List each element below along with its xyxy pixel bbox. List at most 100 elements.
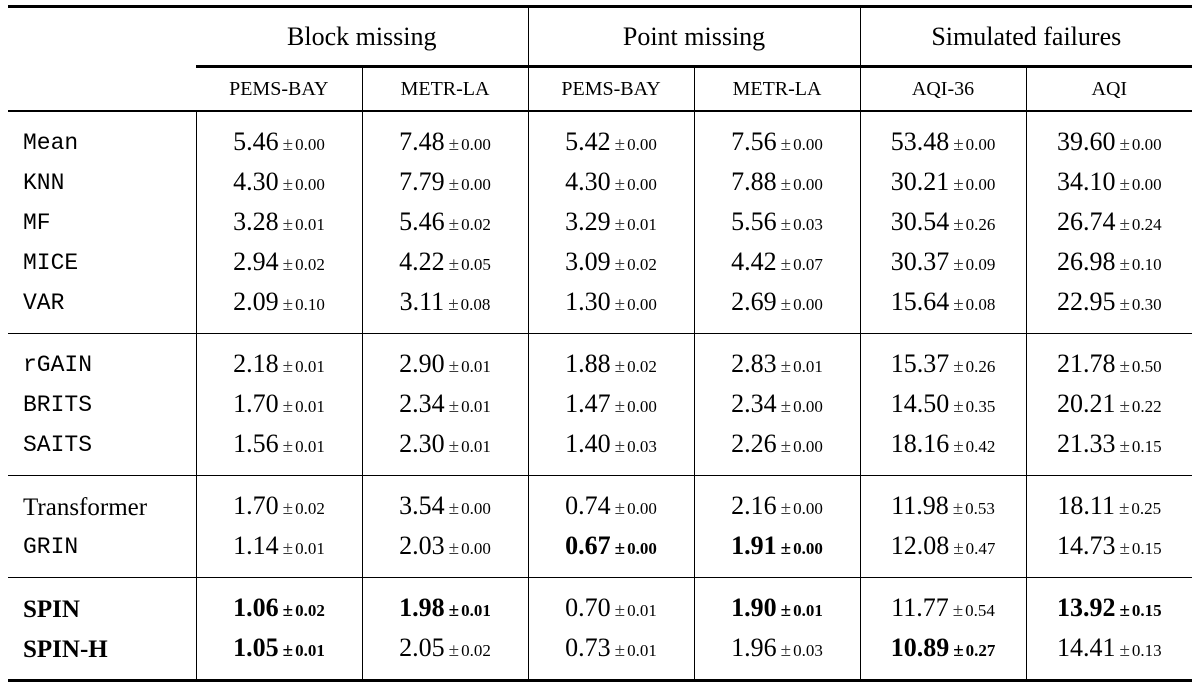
metric-cell: 11.98±0.53 [860,487,1026,527]
method-label: VAR [8,283,196,323]
rule-cell [1026,334,1192,346]
metric-std: 0.00 [627,539,657,558]
method-label: Transformer [8,487,196,527]
metric-cell: 7.56±0.00 [694,123,860,163]
metric-cell: 2.69±0.00 [694,283,860,323]
plus-minus-icon: ± [445,134,461,155]
metric-mean: 0.73 [565,633,611,662]
spacer-cell [860,669,1026,681]
plus-minus-icon: ± [1115,538,1131,559]
metric-mean: 7.88 [731,167,777,196]
spacer-cell [196,465,362,476]
block-rule-0 [8,111,1192,123]
block-spacer [8,465,1192,476]
rule-cell [8,578,196,590]
metric-mean: 12.08 [891,531,950,560]
plus-minus-icon: ± [445,254,461,275]
metric-cell: 2.18±0.01 [196,345,362,385]
spacer-cell [528,669,694,681]
metric-cell: 2.83±0.01 [694,345,860,385]
plus-minus-icon: ± [1115,600,1131,621]
metric-std: 0.02 [627,357,657,376]
metric-cell: 1.47±0.00 [528,385,694,425]
rule-cell [694,578,860,590]
metric-cell: 1.98±0.01 [362,589,528,629]
metric-std: 0.10 [1132,255,1162,274]
metric-mean: 2.26 [731,429,777,458]
plus-minus-icon: ± [1115,396,1131,417]
method-label: MF [8,203,196,243]
plus-minus-icon: ± [279,294,295,315]
spacer-cell [8,465,196,476]
metric-std: 0.02 [461,641,491,660]
column-group-block-missing: Block missing [196,7,528,67]
plus-minus-icon: ± [279,174,295,195]
metric-std: 0.00 [793,397,823,416]
metric-cell: 0.67±0.00 [528,527,694,567]
dataset-header-pems-bay-block: PEMS-BAY [196,67,362,112]
plus-minus-icon: ± [777,254,793,275]
plus-minus-icon: ± [611,174,627,195]
metric-mean: 3.28 [233,207,279,236]
rule-cell [860,111,1026,123]
plus-minus-icon: ± [777,538,793,559]
plus-minus-icon: ± [777,600,793,621]
metric-std: 0.01 [793,601,823,620]
dataset-header-metr-la-block: METR-LA [362,67,528,112]
metric-std: 0.00 [461,135,491,154]
metric-std: 0.01 [295,539,325,558]
plus-minus-icon: ± [445,436,461,457]
plus-minus-icon: ± [611,498,627,519]
spacer-cell [860,323,1026,334]
spacer-cell [528,465,694,476]
metric-cell: 39.60±0.00 [1026,123,1192,163]
metric-std: 0.03 [793,215,823,234]
dataset-header-pems-bay-point: PEMS-BAY [528,67,694,112]
metric-std: 0.50 [1132,357,1162,376]
metric-mean: 18.11 [1057,491,1115,520]
metric-cell: 15.37±0.26 [860,345,1026,385]
metric-cell: 5.46±0.00 [196,123,362,163]
plus-minus-icon: ± [777,356,793,377]
metric-mean: 2.09 [233,287,279,316]
rule-cell [196,334,362,346]
metric-std: 0.00 [295,135,325,154]
metric-std: 0.01 [295,357,325,376]
rule-cell [362,578,528,590]
method-label: KNN [8,163,196,203]
column-group-simulated-failures: Simulated failures [860,7,1192,67]
metric-mean: 4.30 [565,167,611,196]
metric-mean: 3.09 [565,247,611,276]
metric-std: 0.00 [627,175,657,194]
metric-mean: 34.10 [1057,167,1116,196]
metric-std: 0.00 [966,135,996,154]
plus-minus-icon: ± [1115,174,1131,195]
metric-std: 0.25 [1131,499,1161,518]
metric-cell: 5.46±0.02 [362,203,528,243]
metric-std: 0.08 [461,295,491,314]
metric-cell: 1.91±0.00 [694,527,860,567]
metric-cell: 7.88±0.00 [694,163,860,203]
metric-mean: 2.34 [399,389,445,418]
column-group-point-missing: Point missing [528,7,860,67]
plus-minus-icon: ± [611,600,627,621]
metric-mean: 2.34 [731,389,777,418]
method-label: GRIN [8,527,196,567]
metric-cell: 7.79±0.00 [362,163,528,203]
metric-std: 0.00 [627,499,657,518]
metric-mean: 5.46 [233,127,279,156]
rule-cell [196,476,362,488]
metric-cell: 2.03±0.00 [362,527,528,567]
metric-std: 0.01 [295,397,325,416]
rule-cell [860,578,1026,590]
metric-mean: 2.69 [731,287,777,316]
metric-mean: 21.78 [1057,349,1116,378]
metric-mean: 15.64 [891,287,950,316]
metric-mean: 26.98 [1057,247,1116,276]
rule-cell [528,476,694,488]
metric-std: 0.02 [461,215,491,234]
